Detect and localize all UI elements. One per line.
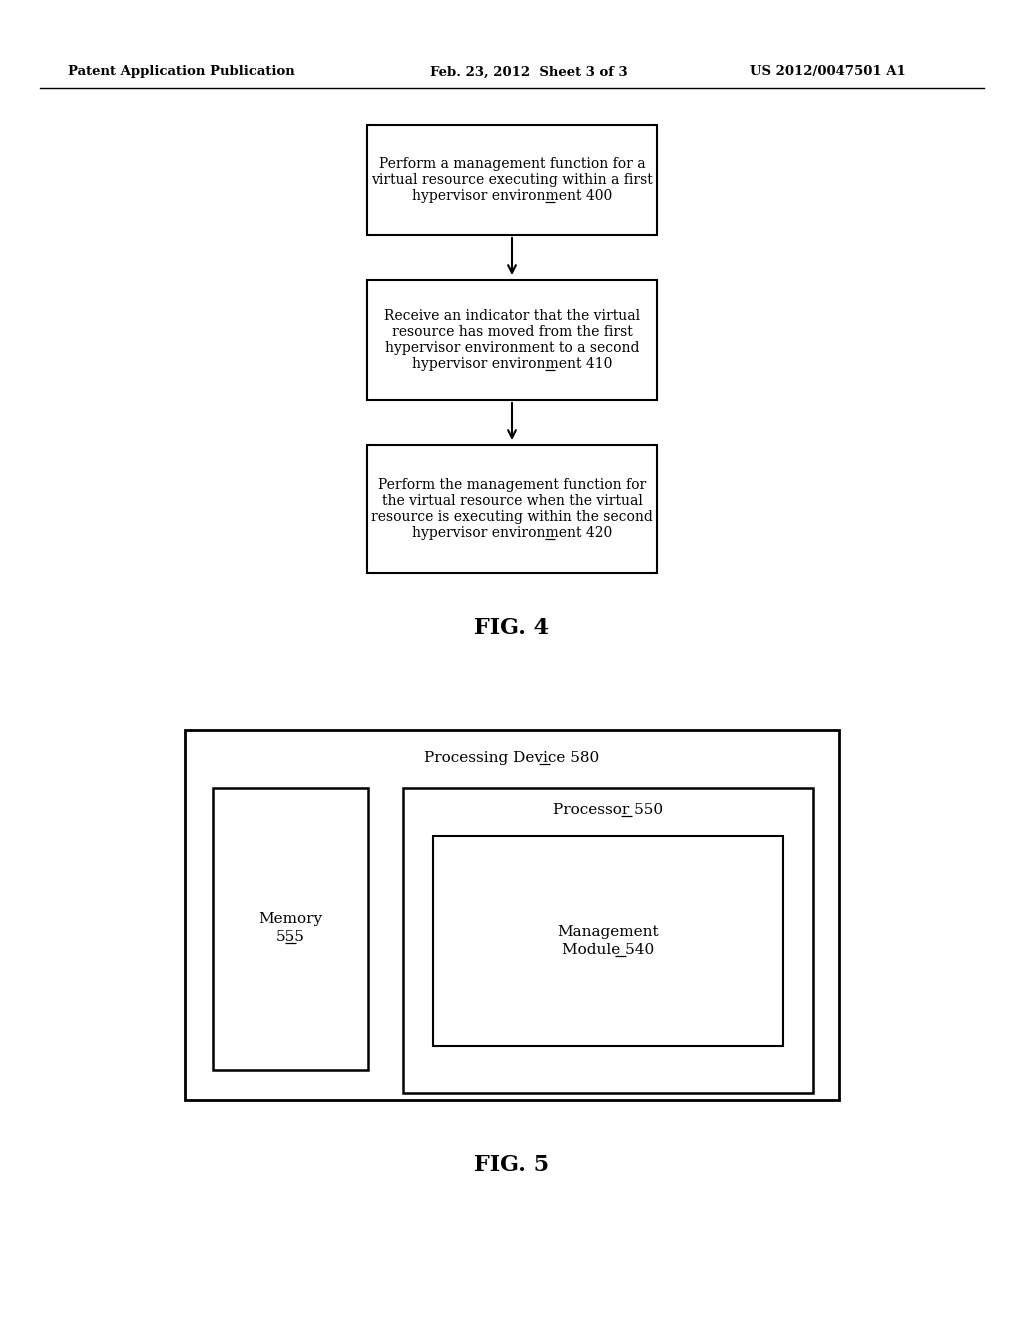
Text: US 2012/0047501 A1: US 2012/0047501 A1: [750, 66, 906, 78]
Text: virtual resource executing within a first: virtual resource executing within a firs…: [371, 173, 653, 187]
Text: Perform the management function for: Perform the management function for: [378, 478, 646, 492]
Text: FIG. 4: FIG. 4: [474, 616, 550, 639]
Text: Processor 550: Processor 550: [553, 803, 664, 817]
Bar: [367, 445, 657, 573]
Text: Perform a management function for a: Perform a management function for a: [379, 157, 645, 172]
Text: hypervisor environment to a second: hypervisor environment to a second: [385, 341, 639, 355]
Bar: [213, 788, 368, 1071]
Text: Processing Device 580: Processing Device 580: [424, 751, 600, 766]
Text: the virtual resource when the virtual: the virtual resource when the virtual: [382, 494, 642, 508]
Text: hypervisor environment 420: hypervisor environment 420: [412, 525, 612, 540]
Text: hypervisor environment 410: hypervisor environment 410: [412, 356, 612, 371]
Text: hypervisor environment 400: hypervisor environment 400: [412, 189, 612, 203]
Text: Management: Management: [557, 925, 658, 939]
Bar: [185, 730, 839, 1100]
Text: Feb. 23, 2012  Sheet 3 of 3: Feb. 23, 2012 Sheet 3 of 3: [430, 66, 628, 78]
Text: Module 540: Module 540: [562, 942, 654, 957]
Text: Memory: Memory: [258, 912, 323, 927]
Bar: [367, 125, 657, 235]
Bar: [367, 280, 657, 400]
Bar: [403, 788, 813, 1093]
Text: Patent Application Publication: Patent Application Publication: [68, 66, 295, 78]
Text: Receive an indicator that the virtual: Receive an indicator that the virtual: [384, 309, 640, 323]
Text: 555: 555: [276, 931, 305, 944]
Text: resource has moved from the first: resource has moved from the first: [391, 325, 633, 339]
Bar: [433, 836, 783, 1045]
Text: resource is executing within the second: resource is executing within the second: [371, 510, 653, 524]
Text: FIG. 5: FIG. 5: [474, 1154, 550, 1176]
